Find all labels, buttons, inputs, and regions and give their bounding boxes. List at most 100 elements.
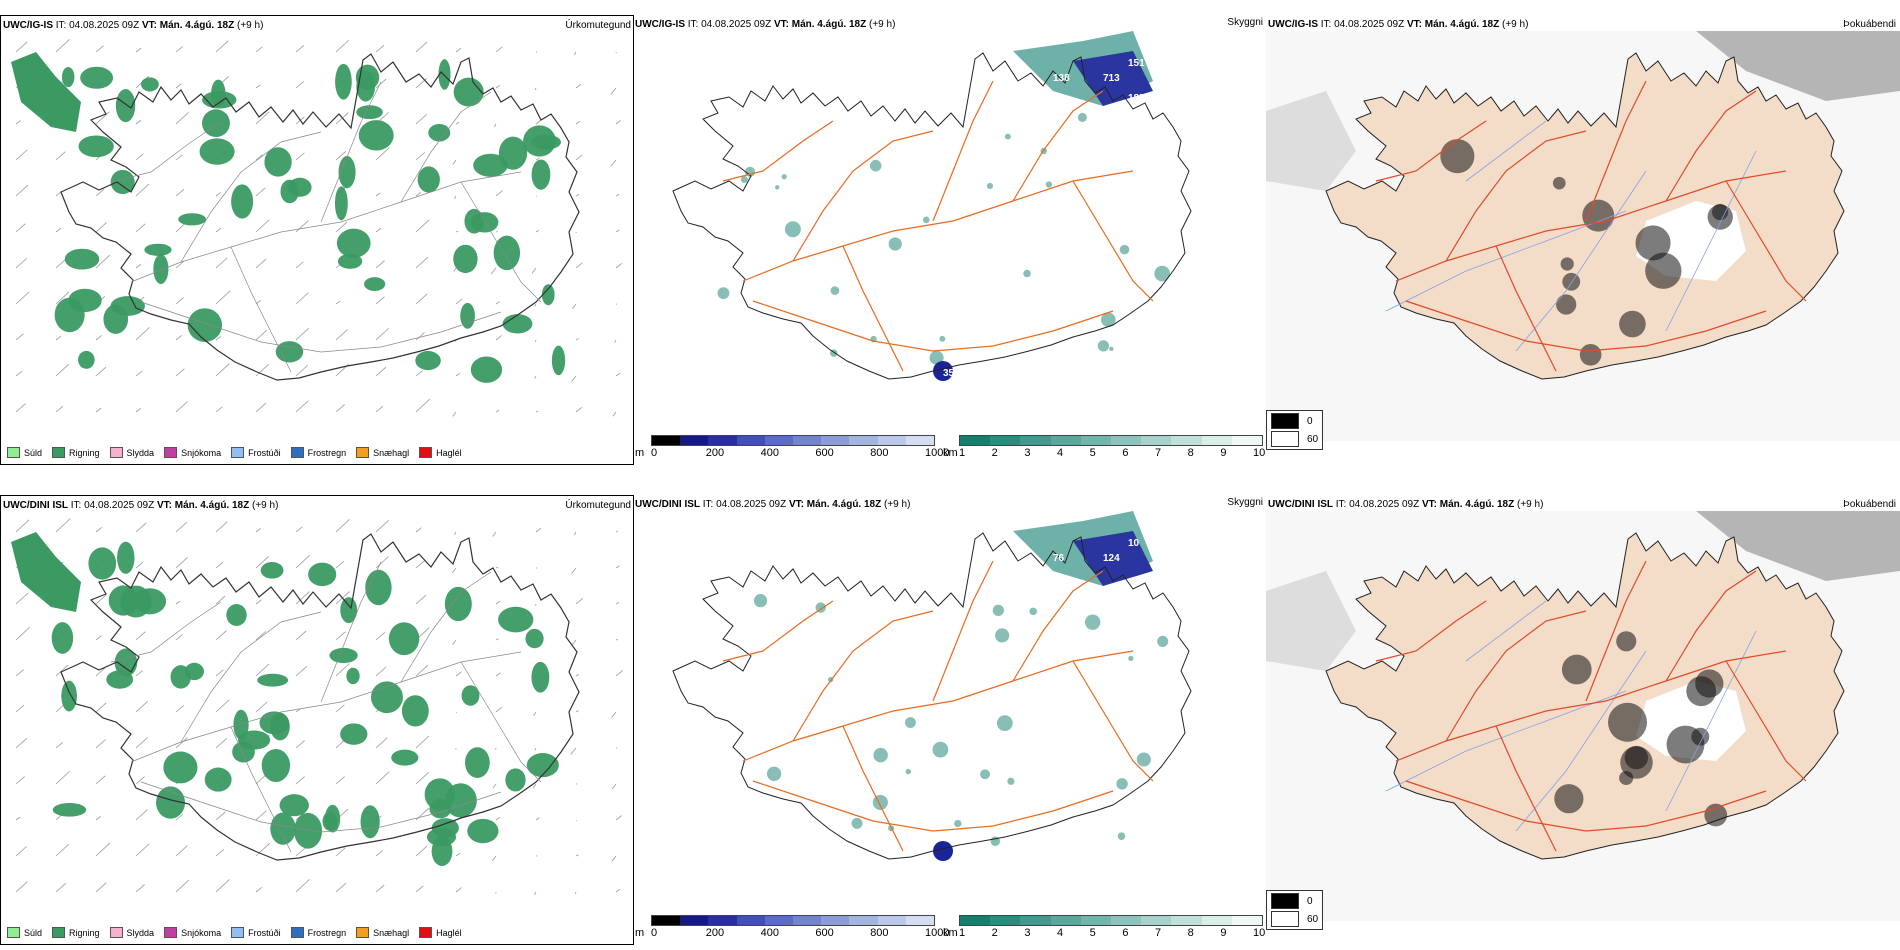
legend-item-frostregn: Frostregn xyxy=(290,447,347,458)
precip-panel-row1: UWC/IG-IS IT: 04.08.2025 09Z VT: Mán. 4.… xyxy=(0,15,634,465)
legend-swatch xyxy=(419,447,433,458)
colorbar-tick: 7 xyxy=(1155,927,1162,939)
legend-item-frostúði: Frostúði xyxy=(231,927,281,938)
legend-label: Slydda xyxy=(126,447,155,458)
panel-type-label: Þokuábendi xyxy=(1843,19,1896,30)
colorbar-unit: km xyxy=(943,927,958,939)
model-name: UWC/DINI ISL xyxy=(635,499,700,510)
colorbar-strip xyxy=(959,435,1263,446)
iceland-coastline xyxy=(672,532,1192,860)
precip-legend: Súld Rigning Slydda Snjókoma Frostúði Frostre… xyxy=(7,447,462,458)
model-name: UWC/IG-IS xyxy=(635,19,685,30)
legend-swatch xyxy=(52,447,66,458)
model-name: UWC/DINI ISL xyxy=(3,500,68,511)
colorbar-strip xyxy=(651,435,935,446)
rivers xyxy=(1385,120,1757,352)
legend-swatch xyxy=(290,447,304,458)
it-value: 04.08.2025 09Z xyxy=(1349,499,1420,510)
colorbar-cell xyxy=(960,436,991,445)
fog-legend: 0 60 xyxy=(1266,890,1324,930)
colorbar-tick: 600 xyxy=(815,447,834,459)
legend-label: Haglél xyxy=(436,447,462,458)
colorbar-strip xyxy=(651,915,935,926)
legend-label: Frostúði xyxy=(248,447,281,458)
colorbar-cell xyxy=(1111,916,1142,925)
fog-blobs xyxy=(1554,631,1746,827)
colorbar-cell xyxy=(680,436,709,445)
precip-areas xyxy=(11,532,559,867)
value-labels: 76 124 10 xyxy=(1053,538,1140,564)
colorbar-tick: 800 xyxy=(870,447,889,459)
visibility-value-label: 10 xyxy=(1128,538,1140,549)
iceland-coastline xyxy=(60,53,580,381)
legend-label: Snæhagl xyxy=(373,927,410,938)
panel-header: UWC/IG-IS IT: 04.08.2025 09Z VT: Mán. 4.… xyxy=(3,20,263,31)
fog-legend-swatch xyxy=(1271,893,1299,909)
fog-legend-swatch xyxy=(1271,911,1299,927)
legend-item-snjókoma: Snjókoma xyxy=(164,447,221,458)
colorbar-cell xyxy=(1080,916,1112,925)
distance-colorbar: km 1 2 3 4 5 6 7 8 9 10 xyxy=(943,915,1265,943)
legend-swatch xyxy=(164,927,178,938)
legend-item-haglél: Haglél xyxy=(419,447,462,458)
precip-map xyxy=(11,39,623,417)
colorbar-tick: 0 xyxy=(651,927,658,939)
panel-header: UWC/DINI ISL IT: 04.08.2025 09Z VT: Mán.… xyxy=(635,499,910,510)
it-value: 04.08.2025 09Z xyxy=(84,500,155,511)
it-value: 04.08.2025 09Z xyxy=(1334,19,1405,30)
lead-time: (+9 h) xyxy=(1517,499,1544,510)
panel-type-label: Úrkomutegund xyxy=(565,20,631,31)
fog-shading xyxy=(1266,31,1900,191)
it-value: 04.08.2025 09Z xyxy=(69,20,140,31)
visibility-panel-row1: UWC/IG-IS IT: 04.08.2025 09Z VT: Mán. 4.… xyxy=(633,15,1265,463)
colorbar-unit: m xyxy=(635,927,645,939)
panel-header: UWC/DINI ISL IT: 04.08.2025 09Z VT: Mán.… xyxy=(3,500,278,511)
legend-label: Frostregn xyxy=(307,447,347,458)
colorbar-cell xyxy=(1231,916,1263,925)
iceland-land xyxy=(1325,532,1845,860)
it-label: IT: xyxy=(1320,19,1332,30)
iceland-coastline xyxy=(60,533,580,861)
colorbar-cell xyxy=(736,436,765,445)
colorbar-cell xyxy=(849,436,878,445)
precip-panel-row2: UWC/DINI ISL IT: 04.08.2025 09Z VT: Mán.… xyxy=(0,495,634,945)
colorbar-cell xyxy=(1201,436,1232,445)
legend-item-rigning: Rigning xyxy=(52,927,100,938)
legend-swatch xyxy=(290,927,304,938)
colorbar-cell xyxy=(708,916,737,925)
legend-item-snæhagl: Snæhagl xyxy=(356,447,409,458)
colorbar-cell xyxy=(708,436,737,445)
roads xyxy=(1375,560,1807,852)
colorbar-tick: 8 xyxy=(1187,447,1194,459)
fog-legend-value: 0 xyxy=(1307,415,1313,427)
colorbar-cell xyxy=(877,436,906,445)
colorbar-cell xyxy=(905,916,935,925)
colorbar-cell xyxy=(1050,916,1081,925)
colorbar-cell xyxy=(1111,436,1142,445)
colorbar-tick: 800 xyxy=(870,927,889,939)
colorbar-strip xyxy=(959,915,1263,926)
vt-label: VT: xyxy=(788,499,804,510)
distance-colorbar: km 1 2 3 4 5 6 7 8 9 10 xyxy=(943,435,1265,463)
colorbar-cell xyxy=(1201,916,1232,925)
fog-legend-value: 0 xyxy=(1307,895,1313,907)
visibility-value-label: 124 xyxy=(1103,553,1120,564)
legend-label: Súld xyxy=(24,927,43,938)
height-colorbar: m 0 200 400 600 800 1000 xyxy=(635,915,949,943)
legend-label: Frostúði xyxy=(248,927,281,938)
legend-item-súld: Súld xyxy=(7,447,42,458)
height-colorbar: m 0 200 400 600 800 1000 xyxy=(635,435,949,463)
colorbar-tick: 3 xyxy=(1024,927,1031,939)
legend-swatch xyxy=(356,447,370,458)
visibility-value-label: 20 xyxy=(1013,223,1025,234)
panel-type-label: Skyggni xyxy=(1227,497,1263,508)
value-labels: 138 713 151 185 35 20 xyxy=(943,58,1145,379)
it-label: IT: xyxy=(702,499,714,510)
roads xyxy=(110,561,542,853)
legend-label: Snæhagl xyxy=(373,447,410,458)
legend-swatch xyxy=(7,447,20,458)
it-label: IT: xyxy=(70,500,82,511)
colorbar-cell xyxy=(652,916,681,925)
roads xyxy=(722,560,1154,852)
legend-item-rigning: Rigning xyxy=(52,447,100,458)
